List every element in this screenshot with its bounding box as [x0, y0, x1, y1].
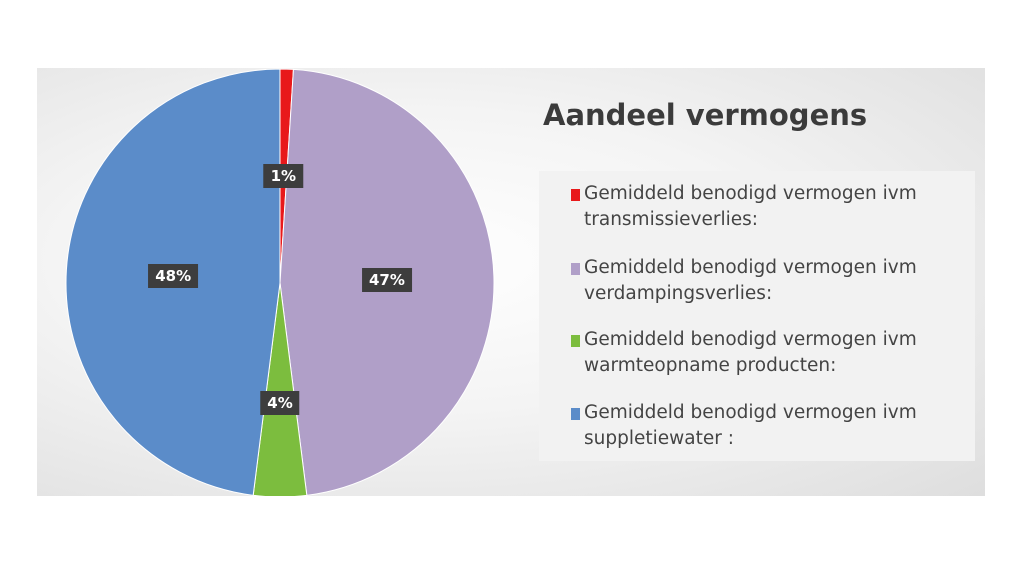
- chart-area: Aandeel vermogens Gemiddeld benodigd ver…: [37, 68, 985, 496]
- legend-label-line1: Gemiddeld benodigd vermogen ivm: [584, 402, 917, 423]
- legend-item-warmteopname: Gemiddeld benodigd vermogen ivm warmteop…: [571, 327, 964, 379]
- legend-swatch-warmteopname: [571, 335, 580, 347]
- legend-swatch-verdamping: [571, 263, 580, 275]
- legend-label-line2: transmissieverlies:: [584, 209, 758, 230]
- legend-label-line1: Gemiddeld benodigd vermogen ivm: [584, 329, 917, 350]
- legend-label-line2: warmteopname producten:: [584, 355, 837, 376]
- legend-swatch-suppletiewater: [571, 408, 580, 420]
- data-label-transmissie: 1%: [263, 164, 304, 189]
- data-label-suppletiewater: 48%: [148, 264, 199, 289]
- data-label-warmteopname: 4%: [260, 390, 300, 415]
- legend-label-line2: suppletiewater :: [584, 428, 734, 449]
- legend-label-line2: verdampingsverlies:: [584, 283, 773, 304]
- legend-item-verdamping: Gemiddeld benodigd vermogen ivm verdampi…: [571, 255, 964, 307]
- legend-label-line1: Gemiddeld benodigd vermogen ivm: [584, 183, 917, 204]
- legend: Gemiddeld benodigd vermogen ivm transmis…: [539, 171, 975, 461]
- legend-label-line1: Gemiddeld benodigd vermogen ivm: [584, 257, 917, 278]
- legend-item-transmissie: Gemiddeld benodigd vermogen ivm transmis…: [571, 181, 964, 233]
- legend-swatch-transmissie: [571, 189, 580, 201]
- chart-title: Aandeel vermogens: [543, 98, 868, 132]
- data-label-verdamping: 47%: [361, 267, 412, 292]
- legend-item-suppletiewater: Gemiddeld benodigd vermogen ivm suppleti…: [571, 400, 964, 452]
